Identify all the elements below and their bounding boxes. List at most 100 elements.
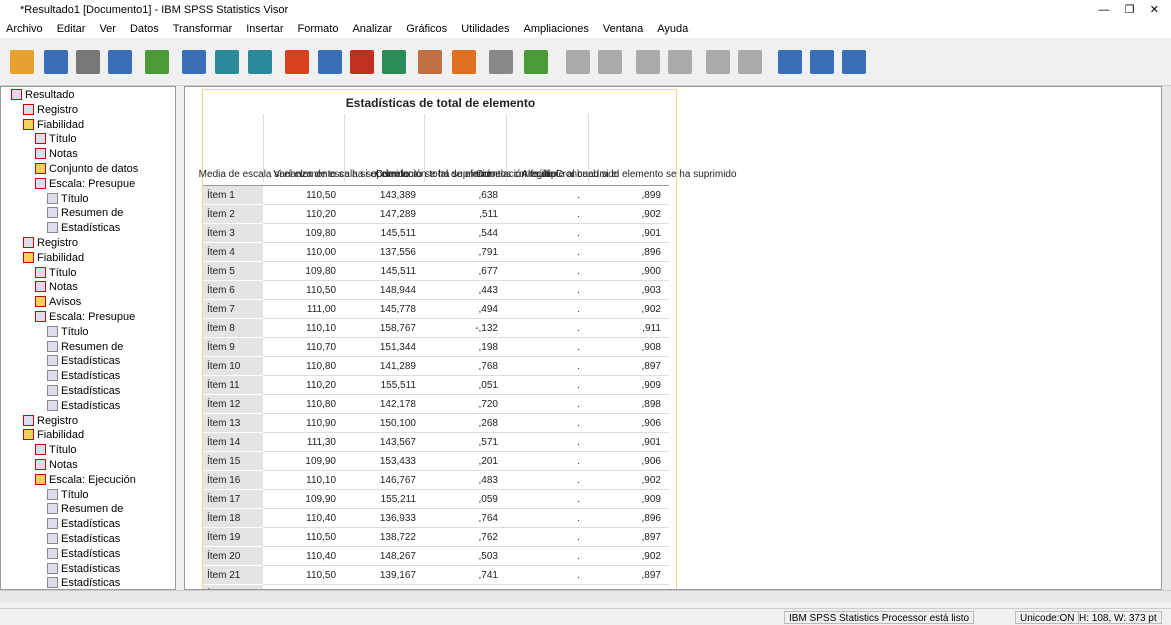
horizontal-scrollbar[interactable] [0, 590, 1171, 602]
table-cell: 143,567 [379, 437, 416, 448]
tree-item[interactable]: Estadísticas [47, 369, 120, 384]
toolbar-button[interactable] [382, 50, 406, 74]
toolbar-button[interactable] [489, 50, 513, 74]
toolbar-button[interactable] [810, 50, 834, 74]
tree-item[interactable]: Escala: Ejecución [35, 473, 136, 488]
tree-item[interactable]: Resumen de [47, 502, 123, 517]
table-cell: ,677 [478, 266, 498, 277]
menu-item[interactable]: Utilidades [461, 23, 510, 35]
menu-item[interactable]: Ventana [602, 23, 644, 35]
toolbar-button[interactable] [566, 50, 590, 74]
tree-item[interactable]: Estadísticas [47, 354, 120, 369]
tree-icon [47, 385, 58, 396]
toolbar-button[interactable] [668, 50, 692, 74]
toolbar-button[interactable] [76, 50, 100, 74]
title-bar: *Resultado1 [Documento1] - IBM SPSS Stat… [0, 0, 1171, 20]
tree-item[interactable]: Notas [35, 458, 78, 473]
toolbar-button[interactable] [145, 50, 169, 74]
table-cell: ,059 [478, 494, 498, 505]
tree-item[interactable]: Título [35, 266, 77, 281]
toolbar-button[interactable] [598, 50, 622, 74]
tree-item[interactable]: Título [47, 488, 89, 503]
tree-item[interactable]: Estadísticas [47, 532, 120, 547]
tree-item[interactable]: Estadísticas [47, 399, 120, 414]
tree-label: Estadísticas [61, 547, 121, 560]
tree-item[interactable]: Resultado [11, 88, 75, 103]
toolbar-button[interactable] [452, 50, 476, 74]
tree-item[interactable]: Estadísticas [47, 576, 121, 590]
toolbar-button[interactable] [182, 50, 206, 74]
table-cell: 110,00 [306, 247, 336, 258]
toolbar-button[interactable] [350, 50, 374, 74]
tree-item[interactable]: Estadísticas [47, 517, 120, 532]
tree-item[interactable]: Fiabilidad [23, 118, 84, 133]
tree-item[interactable]: Título [47, 192, 89, 207]
tree-item[interactable]: Título [35, 443, 77, 458]
tree-item[interactable]: Notas [35, 147, 78, 162]
toolbar-button[interactable] [636, 50, 660, 74]
menu-item[interactable]: Ver [99, 23, 116, 35]
tree-item[interactable]: Notas [35, 280, 78, 295]
toolbar-button[interactable] [248, 50, 272, 74]
tree-label: Resultado [25, 89, 75, 101]
status-message: IBM SPSS Statistics Processor está listo [784, 611, 975, 624]
table-cell: ,902 [641, 304, 661, 315]
tree-label: Título [61, 192, 89, 205]
table-cell: 153,433 [379, 456, 416, 467]
tree-item[interactable]: Escala: Presupue [35, 177, 135, 192]
vertical-scrollbar[interactable] [1162, 86, 1171, 590]
menu-item[interactable]: Datos [129, 23, 159, 35]
tree-item[interactable]: Registro [23, 103, 78, 118]
tree-item[interactable]: Registro [23, 414, 78, 429]
table-cell: ,201 [478, 456, 498, 467]
menu-item[interactable]: Insertar [246, 23, 284, 35]
menu-item[interactable]: Formato [297, 23, 339, 35]
tree-item[interactable]: Escala: Presupue [35, 310, 135, 325]
table-cell: . [577, 456, 580, 467]
toolbar-button[interactable] [738, 50, 762, 74]
tree-item[interactable]: Estadísticas [47, 562, 120, 577]
toolbar-button[interactable] [10, 50, 34, 74]
row-rule [263, 242, 669, 243]
menu-item[interactable]: Editar [56, 23, 86, 35]
toolbar-button[interactable] [318, 50, 342, 74]
toolbar-button[interactable] [44, 50, 68, 74]
toolbar-button[interactable] [108, 50, 132, 74]
menu-item[interactable]: Transformar [172, 23, 233, 35]
tree-item[interactable]: Título [47, 325, 89, 340]
menu-item[interactable]: Archivo [6, 23, 43, 35]
tree-item[interactable]: Registro [23, 236, 78, 251]
toolbar-button[interactable] [706, 50, 730, 74]
table-cell: 146,767 [379, 475, 416, 486]
tree-label: Estadísticas [61, 577, 121, 590]
table-cell: . [577, 551, 580, 562]
toolbar-button[interactable] [418, 50, 442, 74]
outline-tree: Resultado Registro Fiabilidad Título Notas Co… [0, 86, 176, 590]
window-controls[interactable]: — ❐ ✕ [1098, 4, 1159, 16]
menu-item[interactable]: Analizar [352, 23, 393, 35]
row-rule [263, 565, 669, 566]
tree-item[interactable]: Avisos [35, 295, 81, 310]
tree-item[interactable]: Título [35, 132, 77, 147]
tree-icon [47, 355, 58, 367]
tree-item[interactable]: Resumen de [47, 340, 123, 355]
menu-item[interactable]: Gráficos [406, 23, 448, 35]
table-cell: ,902 [641, 475, 661, 486]
tree-item[interactable]: Resumen de [47, 206, 123, 221]
pivot-table[interactable]: Estadísticas de total de elemento Media d… [199, 89, 737, 589]
tree-item[interactable]: Estadísticas [47, 221, 120, 236]
menu-item[interactable]: Ampliaciones [523, 23, 589, 35]
tree-item[interactable]: Fiabilidad [23, 251, 84, 266]
toolbar-button[interactable] [842, 50, 866, 74]
tree-item[interactable]: Fiabilidad [23, 428, 84, 443]
toolbar-button[interactable] [524, 50, 548, 74]
toolbar-button[interactable] [215, 50, 239, 74]
tree-item[interactable]: Estadísticas [47, 547, 120, 562]
tree-item[interactable]: Conjunto de datos [35, 162, 138, 177]
table-cell: ,268 [478, 418, 498, 429]
toolbar-button[interactable] [778, 50, 802, 74]
menu-item[interactable]: Ayuda [657, 23, 689, 35]
tree-item[interactable]: Estadísticas [47, 384, 120, 399]
toolbar-button[interactable] [285, 50, 309, 74]
tree-icon [47, 488, 58, 500]
